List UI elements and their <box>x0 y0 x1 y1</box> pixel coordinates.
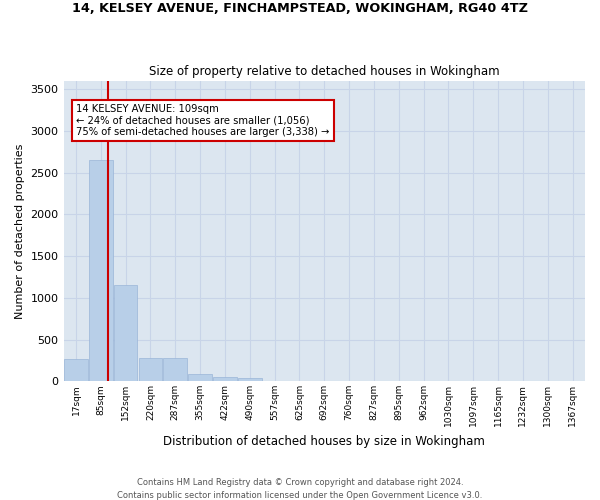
Bar <box>163 358 187 382</box>
Bar <box>64 358 88 382</box>
Bar <box>114 286 137 382</box>
Y-axis label: Number of detached properties: Number of detached properties <box>15 144 25 319</box>
Bar <box>89 160 113 382</box>
Text: Contains HM Land Registry data © Crown copyright and database right 2024.
Contai: Contains HM Land Registry data © Crown c… <box>118 478 482 500</box>
Bar <box>139 358 162 382</box>
X-axis label: Distribution of detached houses by size in Wokingham: Distribution of detached houses by size … <box>163 434 485 448</box>
Bar <box>238 378 262 382</box>
Text: 14, KELSEY AVENUE, FINCHAMPSTEAD, WOKINGHAM, RG40 4TZ: 14, KELSEY AVENUE, FINCHAMPSTEAD, WOKING… <box>72 2 528 16</box>
Text: 14 KELSEY AVENUE: 109sqm
← 24% of detached houses are smaller (1,056)
75% of sem: 14 KELSEY AVENUE: 109sqm ← 24% of detach… <box>76 104 330 137</box>
Bar <box>188 374 212 382</box>
Title: Size of property relative to detached houses in Wokingham: Size of property relative to detached ho… <box>149 66 500 78</box>
Bar <box>213 376 237 382</box>
